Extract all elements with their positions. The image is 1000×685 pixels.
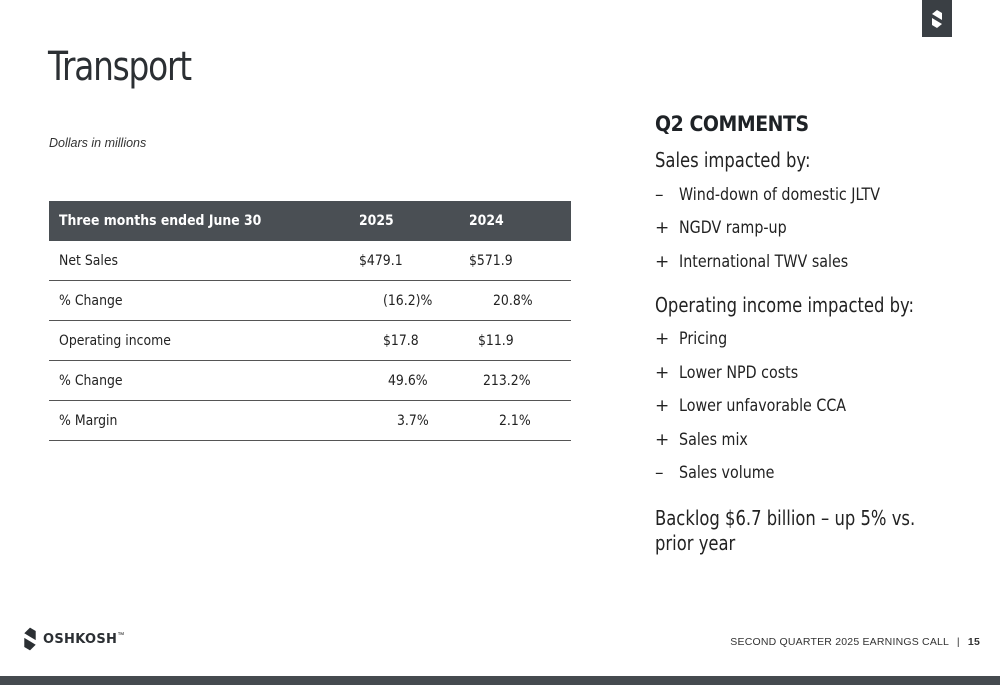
financial-table: Three months ended June 30 2025 2024 Net…: [49, 201, 571, 441]
cell-2024: 2.1%: [469, 400, 571, 441]
list-item: + International TWV sales: [655, 251, 849, 272]
table-row: % Change (16.2)% 20.8%: [49, 280, 571, 321]
oshkosh-logo-icon: [24, 627, 36, 651]
page-number: 15: [967, 636, 980, 648]
table-row: Net Sales $479.1 $571.9: [49, 241, 571, 281]
opinc-impact-list: + Pricing + Lower NPD costs + Lower unfavor…: [655, 323, 955, 491]
row-label: % Change: [49, 280, 359, 321]
cell-2025: 49.6%: [359, 360, 469, 401]
page-subtitle: Dollars in millions: [49, 136, 147, 150]
list-item: + Sales mix: [655, 429, 748, 450]
q2-comments-panel: Q2 COMMENTS Sales impacted by: – Wind-dow…: [655, 112, 955, 556]
cell-2024: 213.2%: [469, 360, 571, 401]
backlog-note: Backlog $6.7 billion – up 5% vs. prior y…: [655, 506, 916, 555]
cell-2025: $17.8: [359, 320, 469, 361]
oshkosh-mark-icon: [922, 0, 952, 37]
oshkosh-logo: OSHKOSH ™: [22, 625, 124, 653]
row-label: % Change: [49, 360, 359, 401]
header-period: Three months ended June 30: [49, 201, 359, 241]
sales-impact-list: – Wind-down of domestic JLTV + NGDV ramp-u…: [655, 178, 955, 279]
footer-separator: |: [956, 636, 960, 648]
row-label: Operating income: [49, 320, 359, 361]
brand-name: OSHKOSH: [43, 631, 118, 647]
row-label: Net Sales: [49, 241, 359, 281]
bottom-bar: [0, 676, 1000, 685]
cell-2024: $571.9: [469, 241, 571, 281]
opinc-impact-lead: Operating income impacted by:: [655, 292, 915, 317]
list-item: + Pricing: [655, 329, 728, 350]
footer-caption: SECOND QUARTER 2025 EARNINGS CALL | 15: [730, 636, 980, 648]
table-row: Operating income $17.8 $11.9: [49, 320, 571, 361]
table-row: % Margin 3.7% 2.1%: [49, 400, 571, 441]
list-item: + Lower NPD costs: [655, 362, 799, 383]
cell-2025: 3.7%: [359, 400, 469, 441]
cell-2024: 20.8%: [469, 280, 571, 321]
header-2024: 2024: [469, 201, 571, 241]
list-item: – Sales volume: [655, 463, 775, 484]
row-label: % Margin: [49, 400, 359, 441]
comments-heading: Q2 COMMENTS: [655, 112, 809, 136]
sales-impact-lead: Sales impacted by:: [655, 148, 811, 172]
header-2025: 2025: [359, 201, 469, 241]
page-title: Transport: [48, 44, 192, 90]
trademark: ™: [117, 631, 125, 639]
table-row: % Change 49.6% 213.2%: [49, 360, 571, 401]
list-item: – Wind-down of domestic JLTV: [655, 184, 881, 205]
event-name: SECOND QUARTER 2025 EARNINGS CALL: [730, 636, 949, 648]
list-item: + NGDV ramp-up: [655, 218, 787, 239]
table-header-row: Three months ended June 30 2025 2024: [49, 201, 571, 241]
list-item: + Lower unfavorable CCA: [655, 396, 847, 417]
cell-2025: (16.2)%: [359, 280, 469, 321]
cell-2025: $479.1: [359, 241, 469, 281]
cell-2024: $11.9: [469, 320, 571, 361]
